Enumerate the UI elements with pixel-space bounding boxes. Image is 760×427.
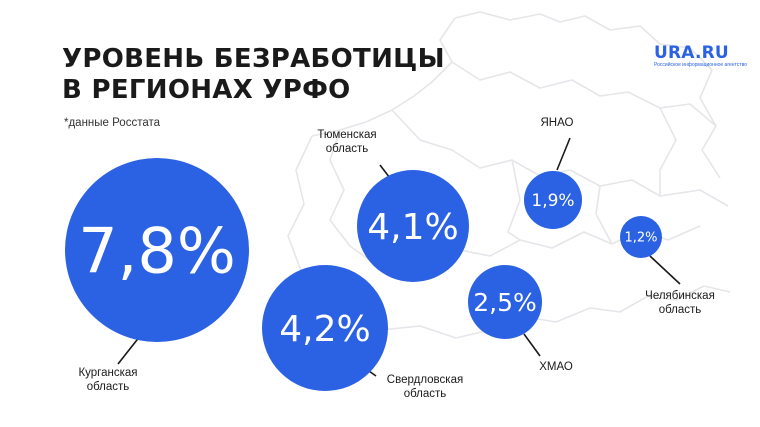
region-label-line: область (326, 143, 369, 155)
region-label-line: Свердловская (387, 374, 463, 386)
region-label-line: область (659, 304, 702, 316)
bubble-kurgan (65, 158, 249, 342)
region-label-line: Тюменская (317, 129, 376, 141)
brand-name: URA.RU (654, 43, 729, 63)
value-label-sverdlovsk: 4,2% (279, 309, 370, 350)
value-label-kurgan: 7,8% (78, 214, 236, 287)
title-line-1: УРОВЕНЬ БЕЗРАБОТИЦЫ (62, 44, 445, 74)
region-label-khmao: ХМАО (539, 361, 573, 373)
source-note: *данные Росстата (64, 117, 161, 129)
brand-tagline: Российское информационное агентство (654, 62, 747, 68)
region-label-line: Курганская (78, 367, 137, 379)
region-label-line: область (87, 381, 130, 393)
value-label-tyumen: 4,1% (367, 207, 458, 248)
title-line-2: В РЕГИОНАХ УРФО (62, 75, 351, 105)
brand-logo: URA.RU Российское информационное агентст… (654, 44, 747, 69)
region-label-line: Челябинская (645, 290, 715, 302)
bubble-group-sverdlovsk: 4,2% Свердловская область (262, 265, 463, 400)
bubble-khmao (468, 265, 542, 339)
region-label-line: ЯНАО (541, 117, 574, 129)
leader-line-khmao (523, 333, 541, 357)
map-outline-north (454, 11, 721, 179)
bubble-group-chelyabinsk: 1,2% Челябинская область (620, 216, 715, 316)
map-border-yanao (451, 61, 717, 127)
chart-title: УРОВЕНЬ БЕЗРАБОТИЦЫ В РЕГИОНАХ УРФО (62, 44, 445, 106)
bubble-tyumen (357, 170, 469, 282)
bubble-chelyabinsk (620, 216, 662, 258)
map-border-inner (507, 159, 521, 241)
map-border-inner-2 (595, 185, 613, 245)
leader-line-chelyabinsk (649, 255, 681, 285)
bubble-group-khmao: 2,5% ХМАО (468, 265, 573, 373)
bubble-sverdlovsk (262, 265, 388, 391)
map-outline-west (311, 17, 456, 137)
leader-line-yanao (556, 137, 571, 171)
map-border-inner-3 (659, 107, 677, 196)
region-label-chelyabinsk: Челябинская область (645, 290, 715, 316)
bubble-group-yanao: 1,9% ЯНАО (524, 117, 582, 229)
region-label-kurgan: Курганская область (78, 367, 137, 393)
region-label-line: область (404, 388, 447, 400)
region-label-sverdlovsk: Свердловская область (387, 374, 463, 400)
region-label-tyumen: Тюменская область (317, 129, 376, 155)
bubble-group-tyumen: 4,1% Тюменская область (317, 129, 469, 282)
value-label-chelyabinsk: 1,2% (624, 231, 657, 246)
value-label-khmao: 2,5% (473, 288, 537, 317)
bubble-group-kurgan: 7,8% Курганская область (65, 158, 249, 393)
value-label-yanao: 1,9% (531, 191, 574, 211)
region-label-line: ХМАО (539, 361, 573, 373)
region-label-yanao: ЯНАО (541, 117, 574, 129)
bubble-yanao (524, 171, 582, 229)
